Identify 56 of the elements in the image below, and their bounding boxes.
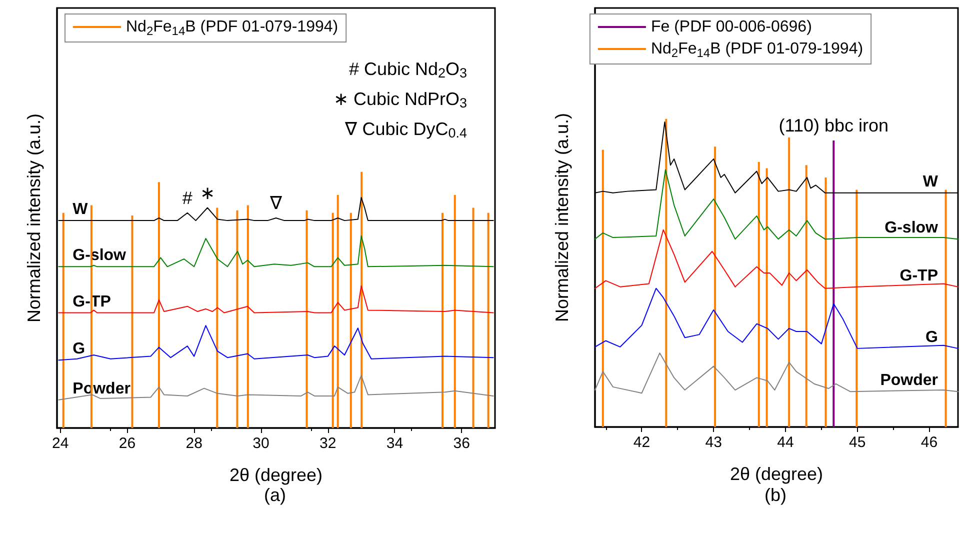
series-label: G [72, 340, 86, 358]
x-tick-label: 36 [453, 435, 470, 452]
x-axis-title: 2θ (degree) [730, 464, 824, 484]
bar [824, 177, 827, 427]
bar [832, 140, 835, 427]
y-axis-title: Normalized intensity (a.u.) [552, 112, 572, 322]
bar [158, 182, 160, 428]
series-label: Powder [880, 372, 938, 390]
text: (b) [764, 485, 786, 505]
bar [332, 212, 334, 428]
bar [454, 194, 456, 428]
bar [306, 210, 308, 428]
annotation: (110) bbc iron [778, 115, 889, 136]
bar [336, 194, 339, 428]
bar [487, 212, 490, 428]
series-label: G-slow [884, 220, 939, 237]
x-axis-title: 2θ (degree) [229, 465, 323, 485]
y-axis-title: Normalized intensity (a.u.) [24, 113, 44, 323]
x-tick-label: 32 [319, 435, 336, 452]
bar [788, 137, 790, 427]
bar [360, 172, 363, 428]
bar [856, 190, 858, 427]
text: (a) [264, 485, 286, 505]
x-tick-label: 45 [849, 434, 866, 451]
x-tick-label: 30 [252, 435, 270, 452]
annotation: ∗ [200, 182, 215, 203]
bar [246, 205, 249, 428]
series-label: W [922, 173, 939, 190]
bar [602, 150, 604, 427]
bar [472, 208, 474, 428]
x-tick-label: 43 [705, 434, 722, 451]
bar [62, 212, 64, 428]
bar [131, 215, 134, 428]
bar [766, 168, 768, 427]
series-label: G [926, 328, 938, 346]
x-tick-label: 24 [52, 435, 69, 452]
series-label: W [72, 201, 89, 218]
annotation: # [182, 188, 192, 208]
bar [442, 212, 444, 428]
legend-label: Fe (PDF 00-006-0696) [650, 18, 812, 36]
bar [805, 165, 808, 427]
x-tick-label: 46 [920, 434, 938, 451]
bar [944, 190, 947, 427]
bar [350, 212, 352, 428]
x-tick-label: 34 [386, 435, 404, 452]
bar [714, 146, 716, 427]
x-tick-label: 42 [633, 434, 650, 451]
x-tick-label: 28 [186, 435, 202, 452]
bar [236, 210, 238, 428]
x-tick-label: 44 [777, 434, 794, 451]
series-label: G-TP [900, 267, 938, 284]
bar [665, 118, 668, 427]
annotation: ∇ [269, 193, 283, 213]
bar [216, 208, 218, 428]
x-tick-label: 26 [118, 435, 136, 452]
bar [758, 162, 760, 427]
